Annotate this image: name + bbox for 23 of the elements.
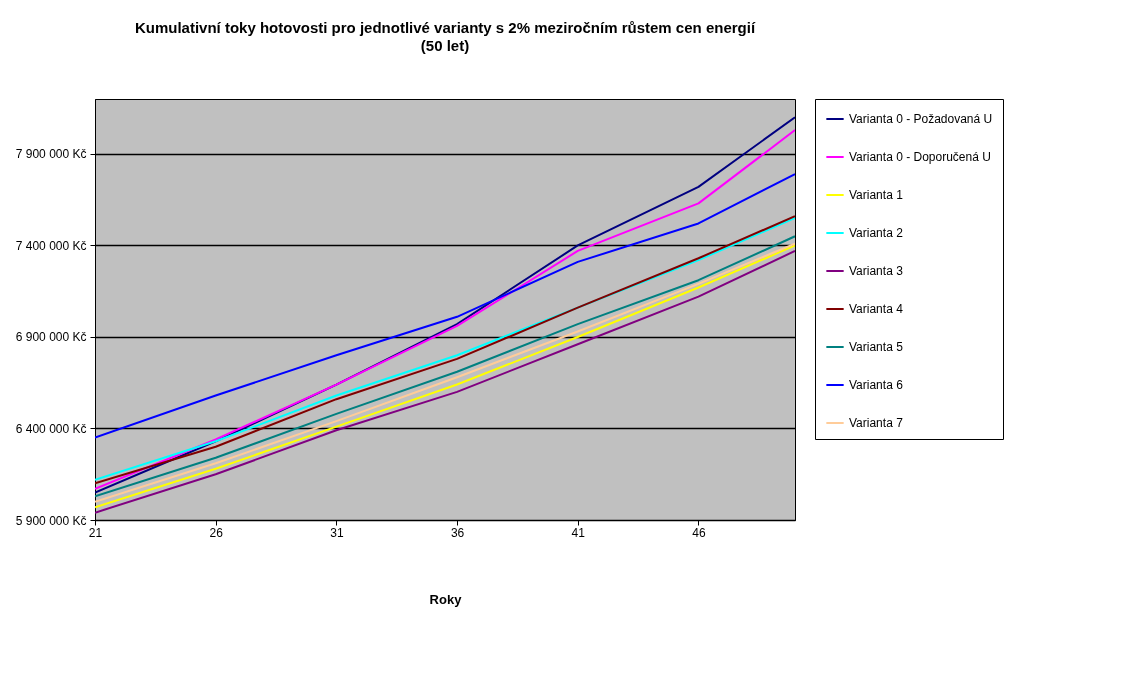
x-tick-label: 36 (450, 525, 465, 540)
x-tick-label: 21 (88, 525, 103, 540)
legend-label: Varianta 2 (849, 226, 904, 240)
y-tick-label: 7 400 000 Kč (15, 238, 87, 253)
chart-title: Kumulativní toky hotovosti pro jednotlivé varianty s 2% meziročním růstem cen energií (134, 18, 756, 36)
chart-subtitle: (50 let) (420, 36, 470, 54)
legend-label: Varianta 5 (849, 340, 904, 354)
legend-label: Varianta 1 (849, 188, 904, 202)
y-tick-label: 6 400 000 Kč (15, 421, 87, 436)
x-tick-label: 41 (571, 525, 586, 540)
legend-label: Varianta 3 (849, 264, 904, 278)
x-tick-label: 26 (209, 525, 224, 540)
x-tick-label: 31 (330, 525, 344, 540)
legend-label: Varianta 4 (849, 302, 904, 316)
x-axis-title: Roky (429, 591, 463, 607)
legend-label: Varianta 7 (849, 416, 904, 430)
x-tick-label: 46 (692, 525, 706, 540)
legend-label: Varianta 6 (849, 378, 904, 392)
legend-label: Varianta 0 - Doporučená U (849, 150, 991, 164)
y-tick-label: 6 900 000 Kč (15, 330, 87, 345)
legend-label: Varianta 0 - Požadovaná U (849, 112, 993, 126)
y-tick-label: 7 900 000 Kč (15, 147, 87, 162)
y-tick-label: 5 900 000 Kč (15, 513, 87, 528)
